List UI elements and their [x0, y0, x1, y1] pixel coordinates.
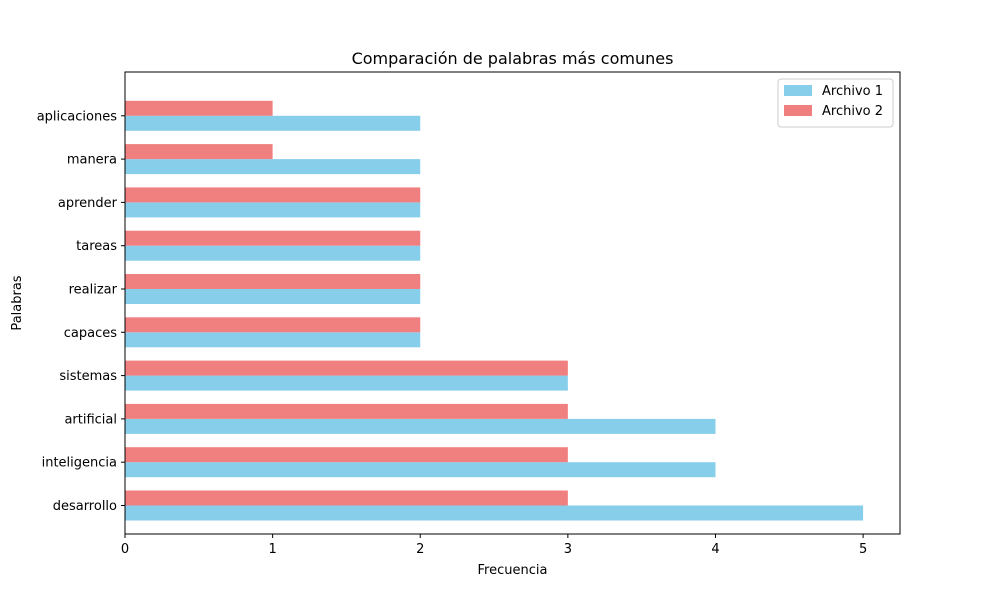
- y-axis-title: Palabras: [10, 275, 25, 330]
- bar-archivo-1-tareas: [125, 245, 421, 261]
- bar-archivo-1-artificial: [125, 418, 716, 434]
- plot-frame: [124, 71, 901, 535]
- y-tick-label-aplicaciones: aplicaciones: [37, 109, 118, 124]
- bar-archivo-1-aplicaciones: [125, 115, 421, 131]
- bar-archivo-2-tareas: [125, 230, 421, 246]
- x-tick-label-2: 2: [416, 542, 424, 557]
- bar-archivo-2-manera: [125, 144, 273, 160]
- y-tick-label-aprender: aprender: [58, 196, 118, 211]
- x-tick-label-0: 0: [121, 542, 129, 557]
- ticks-layer: desarrollo inteligencia artificial sistemas…: [37, 109, 868, 557]
- y-tick-label-capaces: capaces: [64, 326, 117, 341]
- bar-archivo-1-aprender: [125, 202, 421, 218]
- bar-archivo-1-realizar: [125, 289, 421, 304]
- bar-archivo-1-capaces: [125, 332, 421, 348]
- x-tick-label-4: 4: [711, 542, 719, 557]
- bar-archivo-1-sistemas: [125, 375, 568, 391]
- legend-swatch-archivo-2: [784, 105, 812, 116]
- y-tick-label-sistemas: sistemas: [59, 369, 117, 384]
- legend-label-archivo-2: Archivo 2: [822, 104, 883, 119]
- x-tick-label-3: 3: [564, 542, 572, 557]
- legend: Archivo 1 Archivo 2: [777, 78, 894, 128]
- y-tick-label-inteligencia: inteligencia: [42, 456, 117, 471]
- x-tick-label-1: 1: [268, 542, 276, 557]
- bar-archivo-2-desarrollo: [125, 490, 568, 506]
- y-tick-label-desarrollo: desarrollo: [53, 499, 117, 514]
- x-axis-title: Frecuencia: [478, 563, 548, 578]
- bar-archivo-2-artificial: [125, 403, 568, 419]
- bar-archivo-2-aplicaciones: [125, 100, 273, 116]
- x-tick-label-5: 5: [859, 542, 867, 557]
- bar-archivo-2-inteligencia: [125, 447, 568, 463]
- bar-archivo-2-sistemas: [125, 360, 568, 376]
- bar-archivo-1-inteligencia: [125, 462, 716, 478]
- bar-archivo-2-capaces: [125, 317, 421, 333]
- bars-layer: [125, 100, 864, 521]
- bar-archivo-1-desarrollo: [125, 505, 864, 521]
- y-tick-label-tareas: tareas: [76, 239, 117, 254]
- chart-title: Comparación de palabras más comunes: [352, 49, 674, 68]
- legend-label-archivo-1: Archivo 1: [822, 84, 883, 99]
- bar-archivo-2-realizar: [125, 274, 421, 289]
- y-tick-label-artificial: artificial: [64, 412, 117, 427]
- bar-archivo-2-aprender: [125, 187, 421, 203]
- y-tick-label-manera: manera: [67, 153, 117, 168]
- legend-swatch-archivo-1: [784, 85, 812, 96]
- bar-archivo-1-manera: [125, 159, 421, 175]
- y-tick-label-realizar: realizar: [69, 283, 118, 298]
